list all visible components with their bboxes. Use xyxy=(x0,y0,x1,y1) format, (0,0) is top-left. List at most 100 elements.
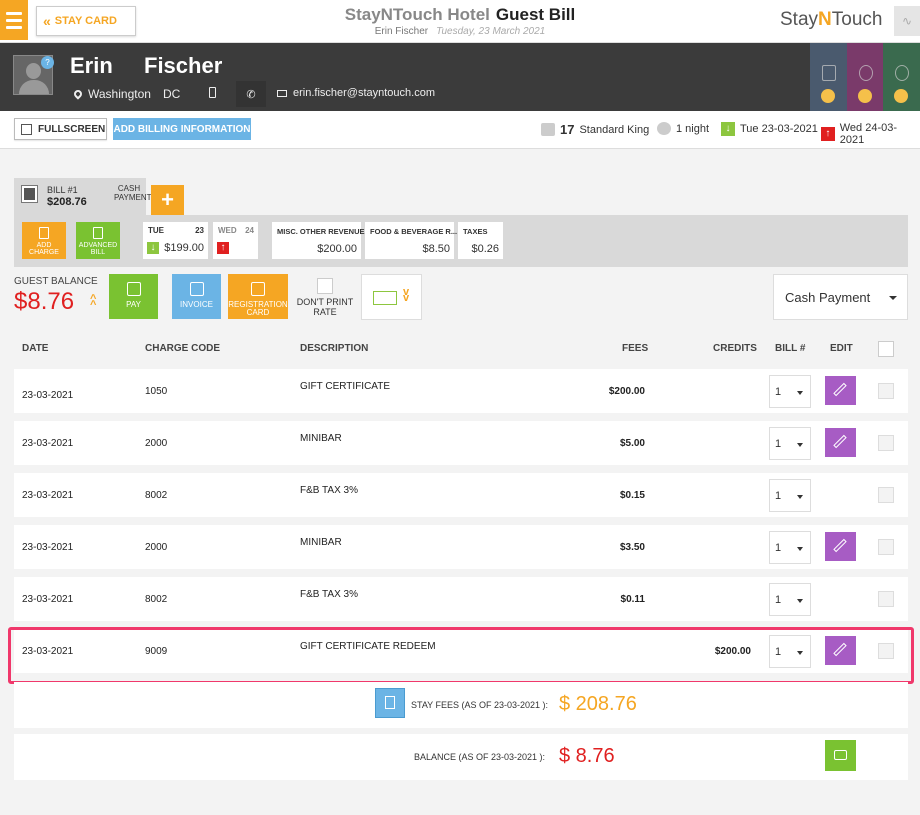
advanced-bill-button[interactable]: ADVANCED BILL xyxy=(76,222,120,259)
stay-fees-value: $ 208.76 xyxy=(559,693,637,715)
balance-value: $ 8.76 xyxy=(559,745,615,767)
mobile-phone[interactable] xyxy=(209,87,216,98)
bill-number-select[interactable]: 1 xyxy=(769,635,811,668)
search-icon xyxy=(857,89,872,103)
edit-charge-button[interactable] xyxy=(825,636,856,665)
hotel-name: StayNTouch Hotel xyxy=(344,5,490,24)
bill-number-select[interactable]: 1 xyxy=(769,427,811,460)
caret-down-icon xyxy=(797,599,803,603)
bill-icon xyxy=(21,185,38,203)
invoice-icon xyxy=(190,282,204,296)
stay-card-label: STAY CARD xyxy=(54,15,117,27)
caret-down-icon xyxy=(797,495,803,499)
page-title: Guest Bill xyxy=(495,5,576,24)
arrival-date: Tue 23-03-2021 xyxy=(740,123,818,135)
caret-down-icon xyxy=(797,547,803,551)
caret-down-icon xyxy=(797,651,803,655)
tile-globe[interactable] xyxy=(846,43,884,111)
table-row: 23-03-2021 2000 MINIBAR $5.00 1 xyxy=(14,421,908,465)
table-row: 23-03-2021 2000 MINIBAR $3.50 1 xyxy=(14,525,908,569)
tile-documents[interactable] xyxy=(810,43,847,111)
bill-number-select[interactable]: 1 xyxy=(769,375,811,408)
table-row: 23-03-2021 9009 GIFT CERTIFICATE REDEEM … xyxy=(14,629,908,673)
page-heading: StayNTouch Hotel Guest Bill Erin Fischer T… xyxy=(300,5,620,37)
mobile-phone-icon xyxy=(209,87,216,98)
guest-band: ? Erin Fischer Washington DC ✆ erin.fisc… xyxy=(0,43,920,111)
arrival-arrow-icon: ↓ xyxy=(147,242,159,254)
pay-balance-button[interactable] xyxy=(825,740,856,771)
col-description: DESCRIPTION xyxy=(300,343,369,354)
guest-first-name: Erin xyxy=(70,53,113,78)
row-checkbox[interactable] xyxy=(878,487,894,503)
avatar-help-badge[interactable]: ? xyxy=(41,56,54,69)
arrival-info: ↓ Tue 23-03-2021 xyxy=(721,122,818,136)
edit-charge-button[interactable] xyxy=(825,428,856,457)
pay-button[interactable]: PAY xyxy=(109,274,158,319)
invoice-button[interactable]: INVOICE xyxy=(172,274,221,319)
bill-number-select[interactable]: 1 xyxy=(769,583,811,616)
tile-rings[interactable] xyxy=(883,43,920,111)
add-bill-button[interactable]: + xyxy=(151,185,184,215)
caret-down-icon xyxy=(797,443,803,447)
search-icon xyxy=(821,89,835,103)
nights-info: 1 night xyxy=(657,122,709,135)
date-card-tue[interactable]: TUE 23 ↓ $199.00 xyxy=(143,222,208,259)
col-edit: EDIT xyxy=(830,343,853,354)
bill-number: BILL #1 xyxy=(47,185,78,195)
guest-state: DC xyxy=(162,87,181,101)
dont-print-rate-checkbox[interactable] xyxy=(317,278,333,294)
guest-location: Washington DC xyxy=(72,87,181,101)
room-info: 17 Standard King xyxy=(541,122,649,137)
edit-charge-button[interactable] xyxy=(825,376,856,405)
double-chevron-left-icon: « xyxy=(43,13,51,29)
caret-down-icon xyxy=(797,391,803,395)
departure-date: Wed 24-03-2021 xyxy=(839,122,898,146)
room-type: Standard King xyxy=(579,123,650,136)
departure-arrow-icon: ↑ xyxy=(217,242,229,254)
toolbar: FULLSCREEN ADD BILLING INFORMATION 17 St… xyxy=(0,111,920,149)
moon-icon xyxy=(657,122,671,135)
bill-number-select[interactable]: 1 xyxy=(769,479,811,512)
date-card-wed[interactable]: WED 24 ↑ xyxy=(213,222,258,259)
invoice-icon[interactable] xyxy=(375,688,405,718)
row-checkbox[interactable] xyxy=(878,383,894,399)
top-header: « STAY CARD StayNTouch Hotel Guest Bill E… xyxy=(0,0,920,43)
double-chevron-up-icon[interactable]: ^ ^ xyxy=(90,293,97,311)
pencil-icon xyxy=(833,642,847,657)
registration-card-button[interactable]: REGISTRATION CARD xyxy=(228,274,288,319)
telephone-icon[interactable]: ✆ xyxy=(236,81,266,107)
dont-print-rate-label: DON'T PRINT RATE xyxy=(296,297,354,317)
select-all-checkbox[interactable] xyxy=(878,341,894,357)
row-checkbox[interactable] xyxy=(878,539,894,555)
wallet-icon xyxy=(127,282,141,296)
payment-method-select[interactable]: Cash Payment xyxy=(773,274,908,320)
row-checkbox[interactable] xyxy=(878,643,894,659)
add-charge-button[interactable]: ADD CHARGE xyxy=(22,222,66,259)
fullscreen-button[interactable]: FULLSCREEN xyxy=(14,118,107,140)
header-date: Tuesday, 23 March 2021 xyxy=(436,26,546,37)
edit-charge-button[interactable] xyxy=(825,532,856,561)
caret-down-icon xyxy=(889,296,897,300)
row-checkbox[interactable] xyxy=(878,591,894,607)
stay-card-button[interactable]: « STAY CARD xyxy=(36,6,136,36)
receipt-icon xyxy=(39,227,49,239)
guest-city: Washington xyxy=(88,87,151,101)
activity-icon[interactable]: ∿ xyxy=(894,6,920,36)
arrival-arrow-icon: ↓ xyxy=(721,122,735,136)
side-tiles xyxy=(810,43,920,111)
table-row: 23-03-2021 1050 GIFT CERTIFICATE $200.00… xyxy=(14,369,908,413)
balance-total: BALANCE (AS OF 23-03-2021 ): $ 8.76 xyxy=(14,734,908,780)
brand-logo: StayNTouch xyxy=(780,9,883,30)
col-fees: FEES xyxy=(622,343,649,354)
bill-number-select[interactable]: 1 xyxy=(769,531,811,564)
bill-tab-1[interactable]: BILL #1 $208.76 CASH PAYMENT xyxy=(14,178,151,216)
col-bill: BILL # xyxy=(775,343,806,354)
globe-icon xyxy=(858,65,873,81)
hamburger-menu-icon[interactable] xyxy=(0,0,28,40)
bill-amount: $208.76 xyxy=(47,196,87,208)
guest-email[interactable]: erin.fischer@stayntouch.com xyxy=(277,87,435,99)
add-billing-information-button[interactable]: ADD BILLING INFORMATION xyxy=(113,118,251,140)
row-checkbox[interactable] xyxy=(878,435,894,451)
